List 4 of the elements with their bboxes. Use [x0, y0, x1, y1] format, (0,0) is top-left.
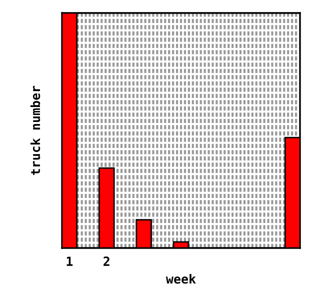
- y-axis-title: truck number: [30, 86, 40, 175]
- x-tick-label: 1: [66, 256, 73, 266]
- x-axis-title: week: [166, 274, 196, 284]
- x-tick-label: 2: [104, 256, 110, 266]
